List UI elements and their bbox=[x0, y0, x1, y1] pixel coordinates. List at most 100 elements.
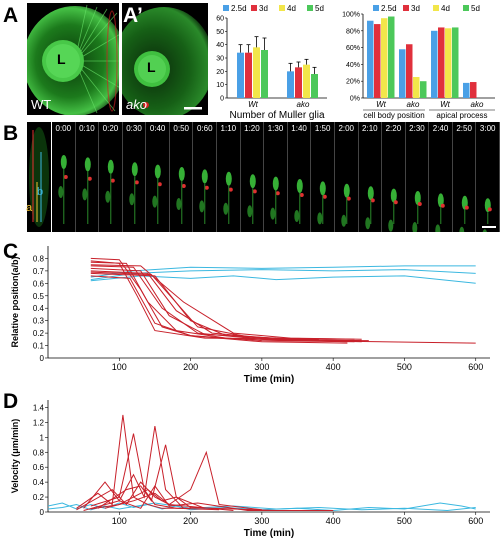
y-tick-label: 0 bbox=[40, 354, 45, 363]
timelapse-frame: 1:50 bbox=[311, 122, 335, 232]
timelapse-frame-image bbox=[81, 157, 92, 224]
legend-label-5d: 5d bbox=[315, 4, 324, 13]
bar-4d-Wt bbox=[445, 28, 452, 99]
timelapse-frame-image bbox=[105, 159, 115, 224]
timepoint-label: 0:20 bbox=[102, 124, 119, 133]
timelapse-frame: 1:30 bbox=[264, 122, 288, 232]
legend-label-3d: 3d bbox=[411, 4, 420, 13]
legend-swatch-4d bbox=[433, 5, 439, 11]
category-label-ako: ako bbox=[407, 100, 420, 109]
bar-2.5d-ako bbox=[399, 49, 406, 98]
legend-swatch-2.5d bbox=[373, 5, 379, 11]
bar-chart-percent: 2.5d 3d 4d 5d 0% 20% 40% 60% 80% 100% Wt ako Wt ako ce… bbox=[342, 4, 495, 120]
x-tick-label: 400 bbox=[326, 362, 341, 372]
bar-3d-ako bbox=[295, 67, 302, 98]
series-red-line-8 bbox=[90, 264, 362, 340]
wt-label: WT bbox=[31, 97, 52, 112]
y-tick-label: 40% bbox=[346, 62, 360, 69]
timelapse-strip: 0:00 0:10 0:20 0:30 0:40 0:50 0:60 1:10 1:20 1:30… bbox=[52, 122, 500, 242]
legend-swatch-3d bbox=[251, 5, 257, 11]
timelapse-frame: 0:00 bbox=[52, 122, 76, 232]
y-tick-label: 0.7 bbox=[33, 267, 45, 276]
panel-letter-c: C bbox=[3, 240, 19, 263]
x-tick-label: 300 bbox=[254, 362, 269, 372]
series-red-line-6 bbox=[90, 489, 277, 511]
y-tick-label: 30 bbox=[216, 56, 224, 63]
y-tick-label: 10 bbox=[216, 82, 224, 89]
timelapse-frame-image bbox=[364, 186, 375, 230]
timelapse-frame: 2:20 bbox=[382, 122, 406, 232]
panel-letter-a: A bbox=[3, 4, 19, 27]
lens-label-ako: L bbox=[147, 59, 156, 75]
timepoint-label: 0:00 bbox=[55, 124, 72, 133]
series-cyan-line-2 bbox=[90, 275, 476, 284]
x-tick-label: 300 bbox=[254, 516, 269, 526]
timepoint-label: 1:40 bbox=[291, 124, 307, 133]
bar-4d-ako bbox=[413, 77, 420, 98]
timepoint-label: 0:60 bbox=[196, 124, 213, 133]
legend-swatch-4d bbox=[279, 5, 285, 11]
y-tick-label: 80% bbox=[346, 28, 360, 35]
x-axis-title: Number of Muller glia bbox=[229, 110, 324, 121]
series-red-line-4 bbox=[104, 450, 262, 511]
timelapse-overview: b a bbox=[26, 122, 51, 232]
bar-2.5d-Wt bbox=[237, 52, 244, 98]
timelapse-frame-image bbox=[482, 198, 493, 242]
panel-letter-d: D bbox=[3, 390, 19, 413]
timepoint-label: 2:00 bbox=[338, 124, 355, 133]
label-a: a bbox=[26, 202, 33, 214]
timelapse-frame-image bbox=[270, 176, 280, 224]
timepoint-label: 3:00 bbox=[479, 124, 496, 133]
y-tick-label: 0.4 bbox=[33, 304, 45, 313]
legend-label-4d: 4d bbox=[287, 4, 296, 13]
category-label-ako: ako bbox=[471, 100, 484, 109]
bar-5d-ako bbox=[311, 74, 318, 98]
lens-label-wt: L bbox=[57, 51, 66, 67]
legend-label-2.5d: 2.5d bbox=[381, 4, 397, 13]
bar-2.5d-ako bbox=[287, 71, 294, 98]
y-tick-label: 0.6 bbox=[33, 279, 45, 288]
legend-label-2.5d: 2.5d bbox=[231, 4, 247, 13]
timelapse-frame-image bbox=[58, 155, 68, 224]
x-tick-label: 100 bbox=[112, 516, 127, 526]
bar-2.5d-Wt bbox=[431, 30, 438, 98]
timepoint-label: 0:10 bbox=[79, 124, 95, 133]
timepoint-label: 1:50 bbox=[314, 124, 331, 133]
y-tick-label: 0.3 bbox=[33, 317, 45, 326]
legend-swatch-3d bbox=[403, 5, 409, 11]
y-tick-label: 20 bbox=[216, 69, 224, 76]
bar-5d-Wt bbox=[261, 50, 268, 98]
category-label-Wt: Wt bbox=[440, 100, 451, 109]
timepoint-label: 1:20 bbox=[244, 124, 260, 133]
x-tick-label: 100 bbox=[112, 362, 127, 372]
timelapse-frame: 2:10 bbox=[358, 122, 383, 232]
legend-swatch-5d bbox=[307, 5, 313, 11]
timepoint-label: 0:40 bbox=[149, 124, 166, 133]
timelapse-frame-image bbox=[129, 162, 139, 224]
x-tick-label: 500 bbox=[397, 362, 412, 372]
legend-label-3d: 3d bbox=[259, 4, 268, 13]
bar-5d-Wt bbox=[388, 16, 395, 98]
timepoint-label: 2:50 bbox=[456, 124, 472, 133]
timelapse-frame: 2:30 bbox=[405, 122, 430, 234]
x-tick-label: 600 bbox=[468, 516, 483, 526]
timelapse-frame-image bbox=[294, 179, 304, 224]
scale-bar bbox=[482, 226, 496, 228]
y-tick-label: 0.2 bbox=[33, 329, 45, 338]
timepoint-label: 2:10 bbox=[362, 124, 378, 133]
bar-3d-Wt bbox=[438, 27, 445, 98]
timelapse-frame: 1:40 bbox=[287, 122, 312, 232]
y-tick-label: 0% bbox=[350, 96, 360, 103]
timelapse-frame-image bbox=[223, 171, 233, 224]
series-red-line-0 bbox=[76, 414, 191, 509]
y-tick-label: 0.1 bbox=[33, 342, 45, 351]
y-tick-label: 0.8 bbox=[33, 254, 45, 263]
category-label-ako: ako bbox=[297, 100, 310, 109]
timelapse-frame-image bbox=[388, 188, 398, 232]
y-tick-label: 0 bbox=[220, 96, 224, 103]
timelapse-frame-image bbox=[199, 169, 210, 224]
timelapse-frame: 3:00 bbox=[476, 122, 500, 242]
y-tick-label: 60% bbox=[346, 45, 360, 52]
y-tick-label: 0.2 bbox=[33, 493, 45, 502]
